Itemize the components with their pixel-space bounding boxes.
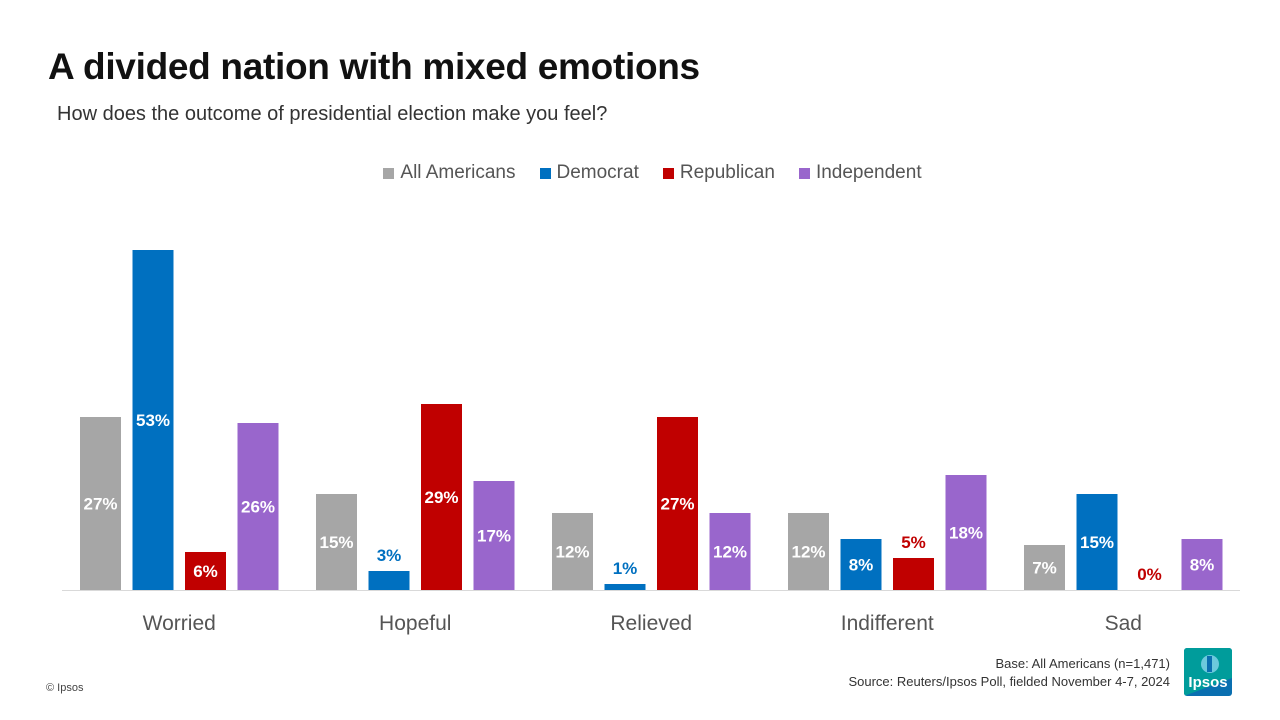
logo-text: Ipsos bbox=[1188, 674, 1228, 691]
legend-label: All Americans bbox=[400, 162, 516, 183]
bar-relieved-independent bbox=[709, 513, 751, 590]
data-label-relieved-independent: 12% bbox=[713, 543, 747, 562]
bar-relieved-democrat bbox=[604, 584, 646, 590]
data-label-hopeful-all-americans: 15% bbox=[319, 533, 353, 552]
bar-indifferent-independent bbox=[945, 475, 987, 590]
data-label-worried-independent: 26% bbox=[241, 498, 275, 517]
data-label-relieved-all-americans: 12% bbox=[555, 543, 589, 562]
bar-indifferent-republican bbox=[893, 558, 934, 590]
category-label-hopeful: Hopeful bbox=[379, 612, 451, 635]
data-label-indifferent-all-americans: 12% bbox=[791, 543, 825, 562]
legend-swatch bbox=[662, 167, 674, 179]
data-label-relieved-republican: 27% bbox=[660, 495, 694, 514]
ipsos-logo: Ipsos bbox=[1184, 648, 1232, 696]
legend-item-independent: Independent bbox=[798, 162, 922, 184]
category-label-worried: Worried bbox=[143, 612, 216, 635]
category-label-sad: Sad bbox=[1105, 612, 1142, 635]
data-label-indifferent-republican: 5% bbox=[901, 533, 926, 552]
data-label-worried-democrat: 53% bbox=[136, 411, 170, 430]
bar-relieved-all-americans bbox=[552, 513, 593, 590]
data-label-relieved-democrat: 1% bbox=[613, 559, 638, 578]
data-label-indifferent-democrat: 8% bbox=[849, 556, 874, 575]
chart-subtitle: How does the outcome of presidential ele… bbox=[57, 103, 608, 125]
chart-title: A divided nation with mixed emotions bbox=[48, 46, 700, 87]
legend-item-democrat: Democrat bbox=[539, 162, 639, 184]
bar-relieved-republican bbox=[657, 417, 698, 590]
legend-swatch bbox=[798, 167, 810, 179]
bar-indifferent-democrat bbox=[840, 539, 882, 590]
bar-hopeful-republican bbox=[421, 404, 462, 590]
legend-label: Independent bbox=[815, 162, 922, 183]
data-label-hopeful-republican: 29% bbox=[424, 488, 458, 507]
bar-worried-all-americans bbox=[80, 417, 121, 590]
legend: All Americans Democrat Republican Indepe… bbox=[0, 162, 1280, 184]
legend-swatch bbox=[383, 167, 395, 179]
category-label-indifferent: Indifferent bbox=[841, 612, 934, 635]
data-label-sad-all-americans: 7% bbox=[1032, 559, 1057, 578]
bar-hopeful-democrat bbox=[368, 571, 410, 590]
data-label-worried-republican: 6% bbox=[193, 562, 218, 581]
base-note: Base: All Americans (n=1,471) bbox=[995, 656, 1170, 671]
bar-worried-democrat bbox=[132, 250, 174, 590]
bar-hopeful-all-americans bbox=[316, 494, 357, 590]
bar-sad-all-americans bbox=[1024, 545, 1065, 590]
bar-sad-independent bbox=[1181, 539, 1223, 590]
bar-indifferent-all-americans bbox=[788, 513, 829, 590]
copyright: © Ipsos bbox=[46, 682, 84, 694]
data-label-worried-all-americans: 27% bbox=[83, 495, 117, 514]
ipsos-logo-mark bbox=[1184, 648, 1232, 696]
legend-swatch bbox=[539, 167, 551, 179]
bar-worried-republican bbox=[185, 552, 226, 590]
legend-label: Democrat bbox=[556, 162, 639, 183]
bar-sad-democrat bbox=[1076, 494, 1118, 590]
legend-item-all-americans: All Americans bbox=[383, 162, 516, 184]
legend-item-republican: Republican bbox=[662, 162, 775, 184]
bar-worried-independent bbox=[237, 423, 279, 590]
data-label-hopeful-democrat: 3% bbox=[377, 546, 402, 565]
legend-label: Republican bbox=[679, 162, 775, 183]
data-label-sad-independent: 8% bbox=[1190, 556, 1215, 575]
data-label-indifferent-independent: 18% bbox=[949, 524, 983, 543]
source-note: Source: Reuters/Ipsos Poll, fielded Nove… bbox=[848, 674, 1170, 689]
data-label-hopeful-independent: 17% bbox=[477, 527, 511, 546]
data-label-sad-democrat: 15% bbox=[1080, 533, 1114, 552]
data-label-sad-republican: 0% bbox=[1137, 565, 1162, 584]
bar-hopeful-independent bbox=[473, 481, 515, 590]
category-label-relieved: Relieved bbox=[610, 612, 692, 635]
